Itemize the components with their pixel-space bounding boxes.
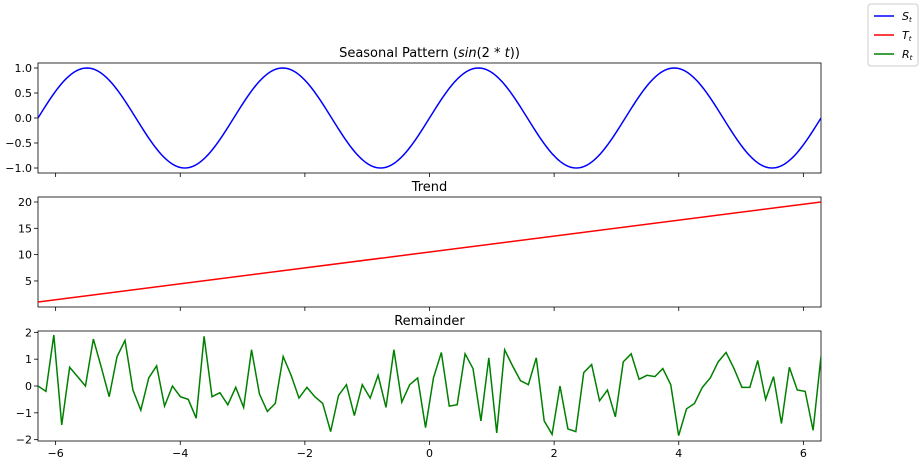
title-part: sin — [458, 46, 477, 61]
y-tick-label: 1.0 — [15, 62, 33, 75]
title-part: )) — [510, 46, 520, 61]
y-tick-label: 2 — [25, 326, 32, 339]
y-tick-label: 1 — [25, 353, 32, 366]
y-tick-label: 0.5 — [15, 87, 33, 100]
title-part: Seasonal Pattern ( — [339, 46, 458, 61]
chart-title: Remainder — [394, 314, 465, 329]
y-tick-label: 0.0 — [15, 112, 33, 125]
title-part: t — [505, 46, 511, 61]
series-line-S_t — [38, 67, 821, 169]
y-tick-label: 10 — [18, 249, 32, 262]
y-tick-label: 0 — [25, 380, 32, 393]
y-tick-label: −1.0 — [5, 162, 32, 175]
legend-label-base: T — [902, 29, 910, 42]
x-tick-label: 0 — [426, 447, 433, 460]
y-tick-label: −1 — [16, 407, 32, 420]
legend-label: St — [902, 10, 912, 24]
legend-label-base: S — [902, 10, 909, 23]
title-part: (2 * — [477, 46, 505, 61]
x-tick-label: 6 — [800, 447, 807, 460]
y-tick-label: 15 — [18, 222, 32, 235]
chart-title: Seasonal Pattern (sin(2 * t)) — [339, 46, 520, 61]
legend-label-sub: t — [909, 35, 912, 43]
x-tick-label: −4 — [172, 447, 188, 460]
x-tick-label: 4 — [675, 447, 682, 460]
y-tick-label: −2 — [16, 434, 32, 447]
legend-label-sub: t — [909, 16, 912, 24]
legend-label: Tt — [902, 29, 912, 43]
legend-label: Rt — [902, 48, 913, 62]
y-tick-label: 20 — [18, 196, 32, 209]
chart-title: Trend — [411, 180, 448, 195]
legend-label-sub: t — [910, 54, 913, 62]
x-tick-label: −2 — [297, 447, 313, 460]
x-tick-label: 2 — [551, 447, 558, 460]
y-tick-label: −0.5 — [5, 137, 32, 150]
series-line-T_t — [38, 201, 821, 303]
legend-label-base: R — [902, 48, 910, 61]
series-line-R_t — [38, 334, 821, 437]
y-tick-label: 5 — [25, 275, 32, 288]
x-tick-label: −6 — [48, 447, 64, 460]
